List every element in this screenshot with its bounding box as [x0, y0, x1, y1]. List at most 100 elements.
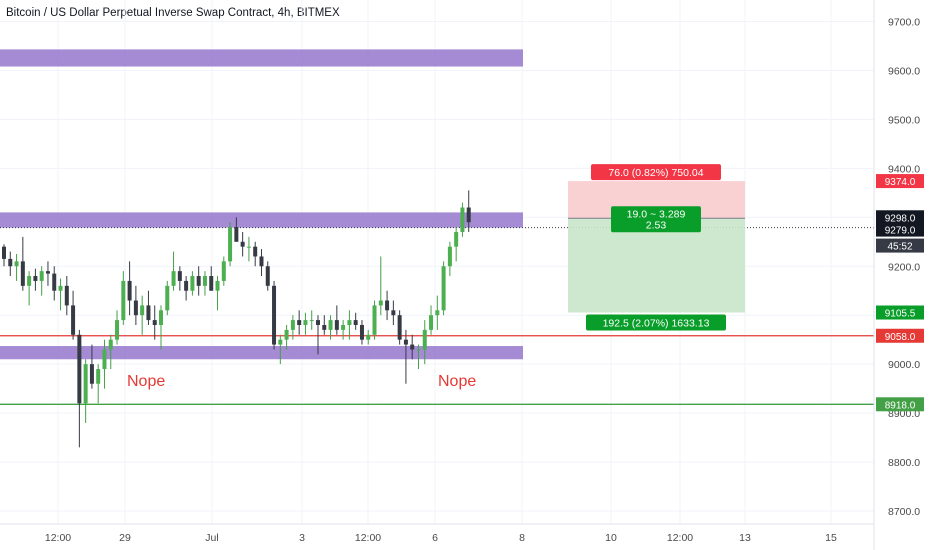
candle-body: [39, 271, 44, 281]
x-tick-label-3: Jul: [205, 532, 218, 544]
candle: [259, 249, 264, 277]
price-tags: 9374.0 9298.0 9279.0 45:52 9105.5 9058.0 8918.…: [876, 174, 924, 412]
candle-body: [14, 261, 19, 267]
candle: [190, 271, 195, 296]
candle-body: [259, 256, 264, 267]
risk-reward-box: [611, 206, 701, 233]
candle: [102, 339, 107, 389]
candle-body: [253, 246, 258, 257]
candle-body: [77, 334, 82, 404]
candle-body: [127, 280, 132, 301]
candle: [278, 334, 283, 365]
candle: [322, 315, 327, 335]
candle: [328, 315, 333, 340]
risk-reward-text-2: 2.53: [646, 219, 667, 231]
candle: [359, 320, 364, 345]
candle: [45, 261, 50, 286]
target-info-text: 192.5 (2.07%) 1633.13: [603, 318, 710, 330]
candle-body: [309, 320, 314, 322]
candle-body: [171, 271, 176, 286]
candle: [127, 261, 132, 316]
annotation-nope-right: Nope: [438, 373, 476, 390]
zones: [0, 49, 523, 360]
risk-reward-text-1: 19.0 ~ 3.289: [627, 208, 686, 220]
candle-body: [27, 276, 32, 286]
x-tick-label-8: 10: [605, 532, 617, 544]
candle-body: [52, 273, 57, 291]
candle-body: [316, 320, 320, 325]
x-tick-label-7: 8: [519, 532, 525, 544]
y-tick-label-8: 8800.0: [888, 457, 920, 469]
annotations: Nope Nope: [127, 373, 476, 390]
x-tick-label-6: 6: [432, 532, 438, 544]
candle: [297, 310, 302, 335]
candle-body: [397, 315, 402, 340]
candle-body: [71, 305, 76, 335]
candle: [121, 271, 126, 325]
candle: [159, 305, 163, 350]
tag-countdown-text: 45:52: [887, 242, 912, 253]
candle: [33, 268, 38, 291]
candle-body: [228, 227, 233, 262]
candle-body: [146, 305, 151, 321]
candle: [316, 315, 320, 355]
candle: [454, 227, 459, 262]
support-resistance-zone-1: [0, 49, 523, 67]
candle: [378, 256, 383, 316]
candle: [290, 315, 295, 340]
candle: [416, 344, 421, 370]
x-tick-label-5: 12:00: [355, 532, 381, 544]
candle: [96, 364, 101, 404]
time-axis[interactable]: 12:00 29 Jul 3 12:00 6 8 10 12:00 13 15: [45, 532, 837, 544]
candle-body: [96, 369, 101, 384]
candle: [2, 244, 6, 267]
candle: [353, 312, 358, 330]
candle: [391, 300, 396, 325]
candle: [83, 359, 88, 423]
candle-body: [372, 305, 377, 335]
candle-body: [58, 285, 63, 291]
candle: [14, 254, 19, 281]
candle: [20, 236, 25, 291]
tag-current-text: 9279.0: [885, 226, 916, 237]
candle-body: [64, 285, 69, 306]
grid: [0, 0, 874, 524]
candle: [366, 329, 371, 345]
candle-body: [140, 305, 145, 316]
take-profit-area: [568, 218, 745, 313]
candle: [410, 334, 415, 360]
candle: [77, 329, 82, 448]
candle-body: [33, 276, 38, 281]
tag-stop-text: 9374.0: [885, 177, 916, 188]
candle: [372, 300, 377, 340]
annotation-nope-left: Nope: [127, 373, 165, 390]
candle: [341, 320, 346, 340]
candle-body: [403, 339, 408, 345]
candle-body: [422, 329, 427, 350]
candle-body: [416, 349, 421, 351]
candle: [309, 310, 314, 330]
candle: [385, 290, 390, 321]
candles: [2, 190, 471, 448]
candle-body: [177, 271, 182, 281]
candle-body: [221, 261, 226, 281]
candle: [435, 295, 440, 330]
candle: [303, 312, 308, 335]
candle-body: [359, 324, 364, 340]
candle-body: [447, 246, 452, 267]
candle: [240, 231, 245, 257]
x-tick-label-9: 12:00: [667, 532, 693, 544]
candle-body: [240, 241, 245, 247]
y-tick-label-2: 9600.0: [888, 65, 920, 77]
candle-body: [102, 349, 107, 370]
candle: [265, 261, 270, 291]
price-axis[interactable]: 9700.09600.09500.09400.09200.09000.08900…: [888, 17, 920, 519]
candle-body: [108, 339, 113, 350]
y-tick-label-6: 9000.0: [888, 359, 920, 371]
tag-target: [876, 305, 924, 320]
candle: [8, 251, 13, 277]
x-tick-label-10: 13: [739, 532, 751, 544]
candle: [209, 266, 214, 291]
